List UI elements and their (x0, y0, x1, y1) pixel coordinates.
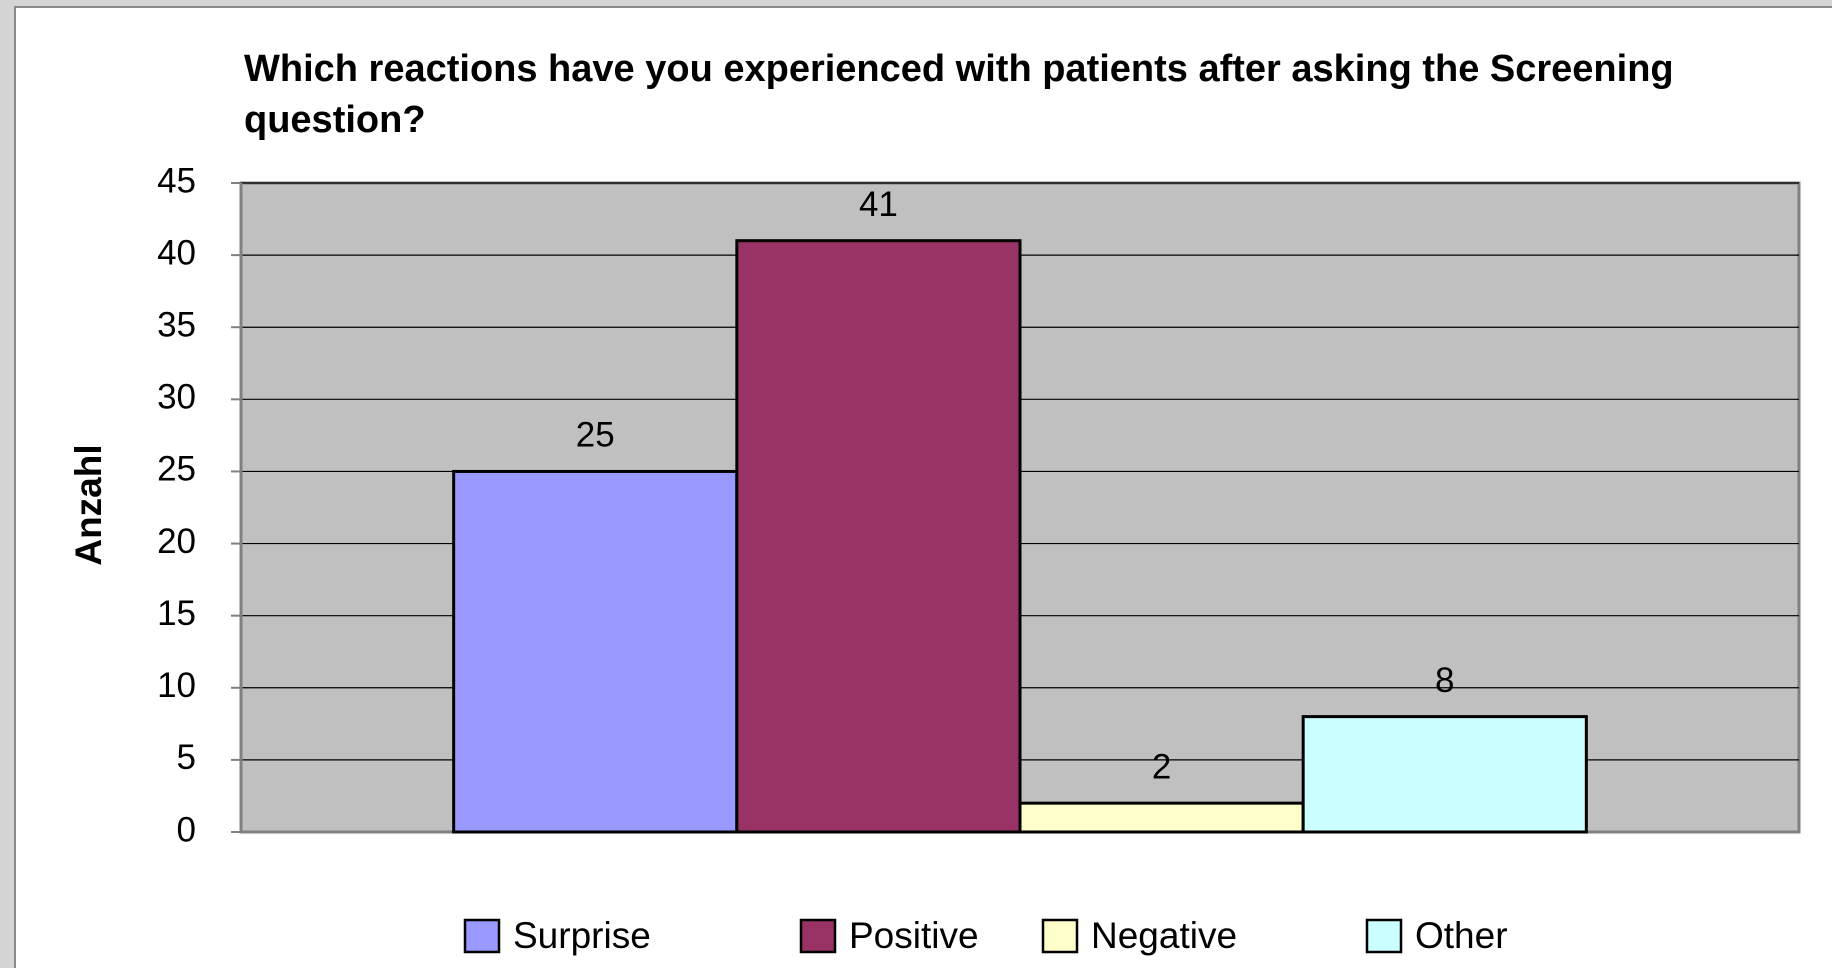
bar (1018, 801, 1305, 834)
legend-swatch (1041, 918, 1079, 954)
y-tick-label: 40 (157, 233, 196, 272)
y-tick-label: 20 (157, 522, 196, 561)
y-tick-label: 25 (157, 450, 196, 489)
legend-swatch (463, 918, 501, 954)
legend-label: Negative (1091, 915, 1237, 956)
legend-swatch (1365, 918, 1403, 954)
bar (735, 239, 1022, 834)
legend-label: Positive (849, 915, 979, 956)
bar (452, 469, 739, 834)
chart-title: Which reactions have you experienced wit… (244, 48, 1674, 141)
y-tick-label: 35 (157, 305, 196, 344)
bar (1301, 715, 1588, 834)
value-label: 2 (1152, 747, 1171, 786)
y-tick-label: 0 (177, 810, 196, 849)
value-label: 41 (859, 185, 898, 224)
legend-label: Other (1415, 915, 1508, 956)
legend-swatch (799, 918, 837, 954)
y-tick-label: 45 (157, 161, 196, 200)
legend-label: Surprise (513, 915, 651, 956)
value-label: 8 (1435, 661, 1454, 700)
value-label: 25 (576, 416, 615, 455)
y-tick-label: 5 (177, 738, 196, 777)
y-tick-label: 15 (157, 594, 196, 633)
y-axis-label: Anzahl (68, 444, 109, 565)
y-tick-label: 10 (157, 666, 196, 705)
y-tick-label: 30 (157, 378, 196, 417)
